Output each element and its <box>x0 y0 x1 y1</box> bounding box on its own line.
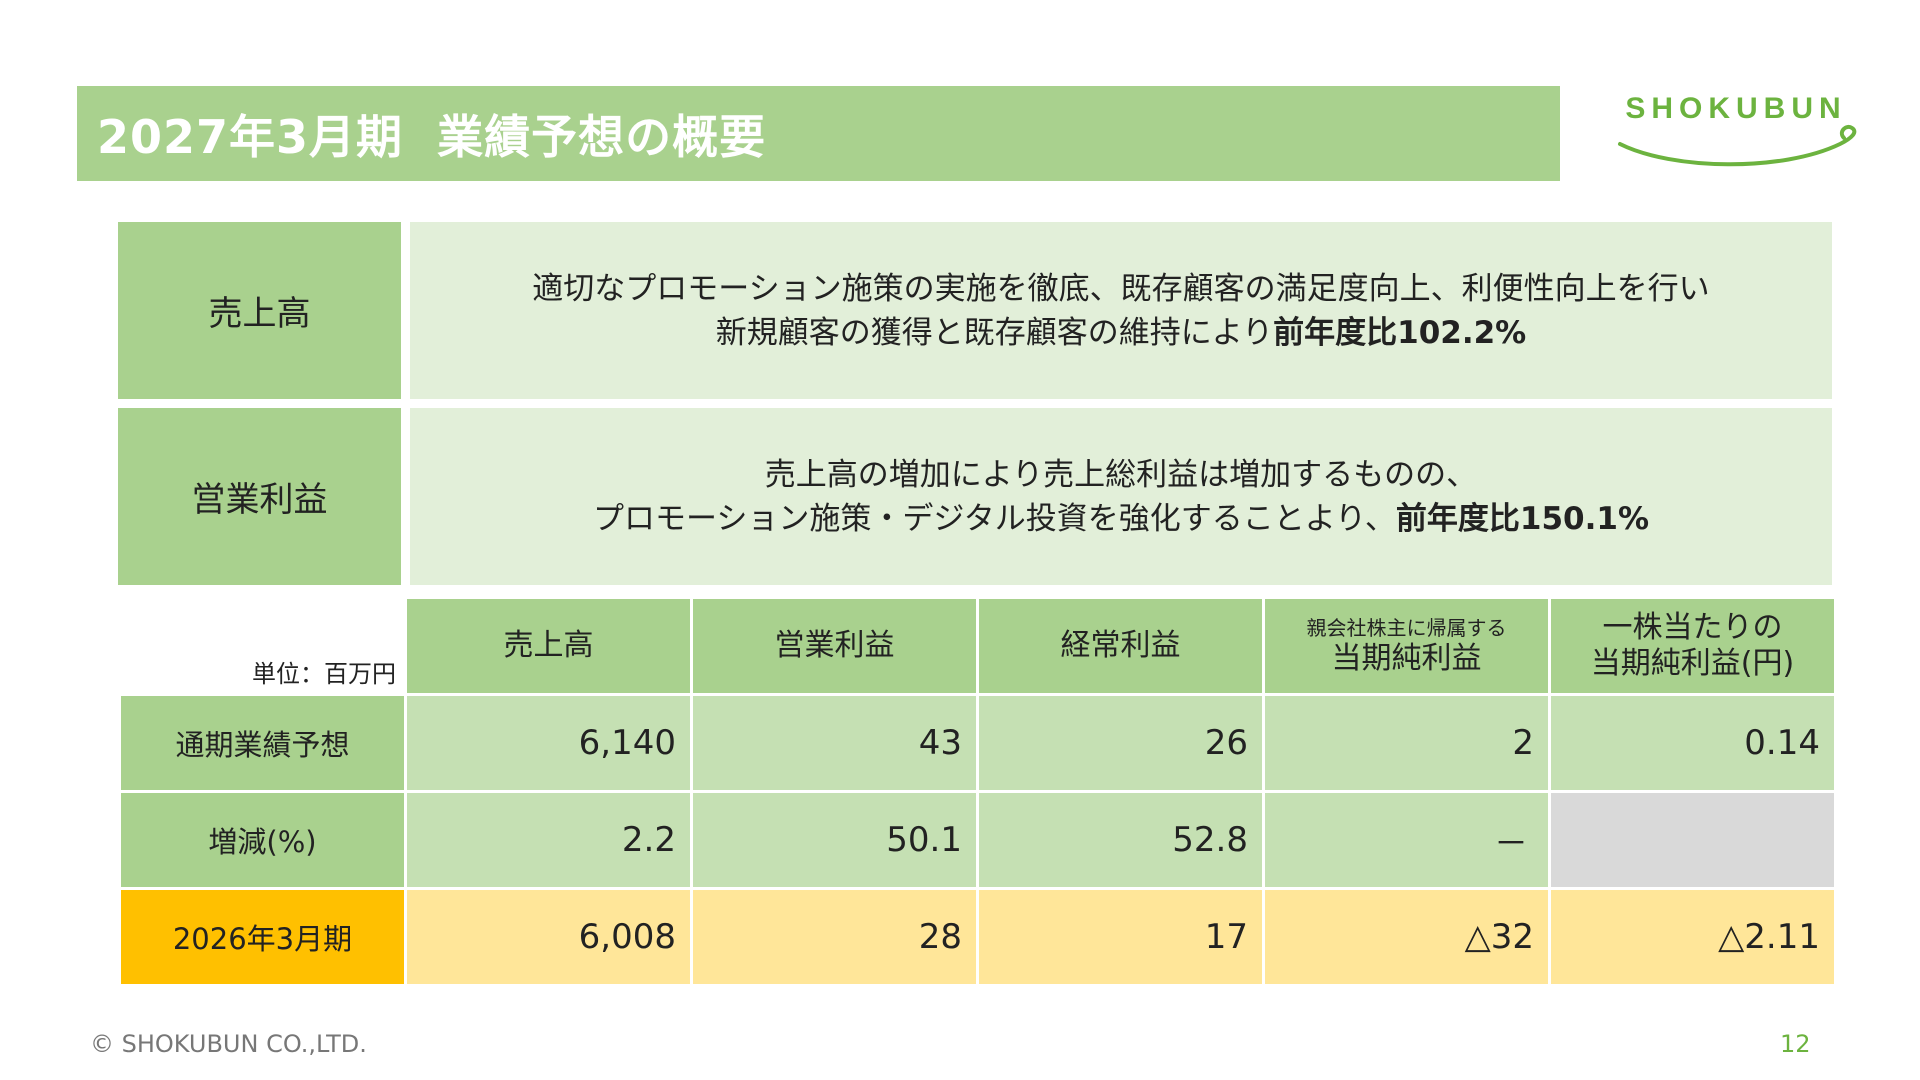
header-cell: 親会社株主に帰属する 当期純利益 <box>1262 596 1551 696</box>
forecast-table: 単位：百万円 売上高 営業利益 経常利益 親会社株主に帰属する 当期純利益 一株当… <box>118 596 1837 987</box>
summary-label: 営業利益 <box>118 408 401 585</box>
copyright: © SHOKUBUN CO.,LTD. <box>90 1030 367 1058</box>
table-header-row: 単位：百万円 売上高 営業利益 経常利益 親会社株主に帰属する 当期純利益 一株当… <box>118 596 1837 696</box>
header-cell: 売上高 <box>404 596 693 696</box>
table-cell: 52.8 <box>976 790 1265 890</box>
table-cell: 26 <box>976 693 1265 793</box>
row-label: 増減(%) <box>118 790 407 890</box>
header-cell: 一株当たりの 当期純利益(円) <box>1548 596 1837 696</box>
summary-line: 新規顧客の獲得と既存顧客の維持により前年度比102.2% <box>716 311 1527 355</box>
table-cell: 43 <box>690 693 979 793</box>
table-cell: 0.14 <box>1548 693 1837 793</box>
summary-line: 適切なプロモーション施策の実施を徹底、既存顧客の満足度向上、利便性向上を行い <box>532 270 1710 307</box>
summary-line-text: プロモーション施策・デジタル投資を強化することより、 <box>592 500 1396 537</box>
summary-text: 適切なプロモーション施策の実施を徹底、既存顧客の満足度向上、利便性向上を行い 新… <box>410 222 1832 399</box>
row-label: 通期業績予想 <box>118 693 407 793</box>
table-row: 通期業績予想 6,140 43 26 2 0.14 <box>118 693 1837 793</box>
summary-line: 売上高の増加により売上総利益は増加するものの、 <box>764 456 1478 493</box>
table-cell: 2 <box>1262 693 1551 793</box>
title-bar: 2027年3月期 業績予想の概要 <box>77 86 1560 181</box>
table-row-previous-year: 2026年3月期 6,008 28 17 △32 △2.11 <box>118 887 1837 987</box>
company-logo: SHOKUBUN <box>1612 92 1860 172</box>
table-row: 増減(%) 2.2 50.1 52.8 － <box>118 790 1837 890</box>
header-cell: 営業利益 <box>690 596 979 696</box>
page-number: 12 <box>1780 1030 1811 1058</box>
logo-text: SHOKUBUN <box>1625 92 1847 125</box>
summary-row-sales: 売上高 適切なプロモーション施策の実施を徹底、既存顧客の満足度向上、利便性向上を… <box>118 222 1832 399</box>
table-cell: 6,140 <box>404 693 693 793</box>
summary-highlight: 前年度比102.2% <box>1273 314 1527 351</box>
summary-highlight: 前年度比150.1% <box>1395 500 1650 537</box>
table-cell: 50.1 <box>690 790 979 890</box>
summary-line-text: 新規顧客の獲得と既存顧客の維持により <box>715 314 1274 351</box>
summary-row-operating-profit: 営業利益 売上高の増加により売上総利益は増加するものの、 プロモーション施策・デ… <box>118 408 1832 585</box>
logo-swoosh-icon <box>1618 125 1857 167</box>
unit-label: 単位：百万円 <box>118 596 407 696</box>
table-cell: 6,008 <box>404 887 693 987</box>
row-label: 2026年3月期 <box>118 887 407 987</box>
table-cell: － <box>1262 790 1551 890</box>
table-cell: 28 <box>690 887 979 987</box>
page-title: 2027年3月期 業績予想の概要 <box>97 109 767 164</box>
table-cell-empty <box>1548 790 1837 890</box>
header-cell: 経常利益 <box>976 596 1265 696</box>
table-cell: 2.2 <box>404 790 693 890</box>
table-cell: 17 <box>976 887 1265 987</box>
summary-text: 売上高の増加により売上総利益は増加するものの、 プロモーション施策・デジタル投資… <box>410 408 1832 585</box>
summary-line: プロモーション施策・デジタル投資を強化することより、前年度比150.1% <box>593 497 1649 541</box>
summary-label: 売上高 <box>118 222 401 399</box>
table-cell: △2.11 <box>1548 887 1837 987</box>
table-cell: △32 <box>1262 887 1551 987</box>
